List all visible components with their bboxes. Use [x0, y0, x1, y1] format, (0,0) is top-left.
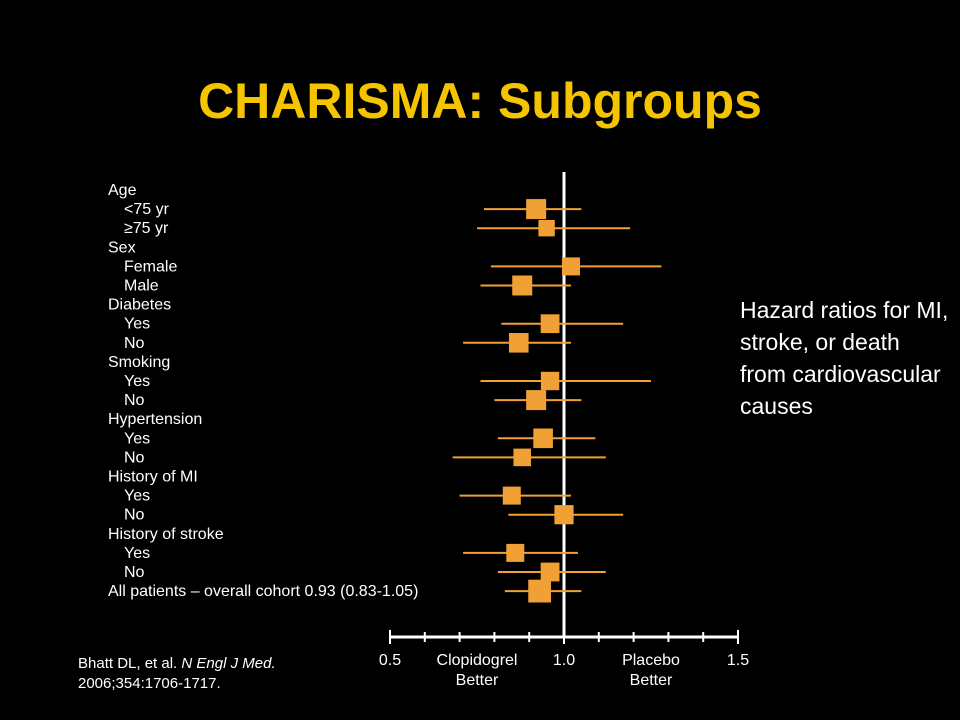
hr-marker	[513, 448, 532, 467]
row-label: Smoking	[108, 354, 170, 371]
slide-title: CHARISMA: Subgroups	[198, 73, 762, 129]
hr-marker	[508, 333, 529, 353]
row-label: Yes	[124, 373, 150, 390]
row-label: Yes	[124, 430, 150, 447]
hr-marker	[554, 505, 574, 525]
citation: Bhatt DL, et al. N Engl J Med. 2006;354:…	[78, 654, 276, 694]
hr-marker	[526, 390, 547, 411]
x-axis: 0.5 1.0 1.5 Clopidogrel Better Placebo Better	[379, 630, 749, 689]
hr-marker	[528, 579, 552, 603]
hr-marker	[538, 220, 555, 237]
row-label: Male	[124, 278, 159, 295]
subgroup-labels: Age <75 yr ≥75 yr Sex Female Male Diabetes Yes N…	[108, 182, 418, 600]
row-label: Yes	[124, 488, 150, 505]
row-label: No	[124, 392, 145, 409]
row-label: Diabetes	[108, 297, 171, 314]
x-tick-label: 1.0	[553, 652, 575, 669]
row-label: No	[124, 335, 145, 352]
x-tick-label: 0.5	[379, 652, 401, 669]
row-label: <75 yr	[124, 201, 170, 218]
hr-marker	[561, 257, 580, 276]
row-label: Yes	[124, 545, 150, 562]
row-label: History of MI	[108, 469, 198, 486]
hr-marker	[502, 486, 521, 505]
hazard-ratio-note: Hazard ratios for MI, stroke, or death f…	[740, 297, 949, 419]
row-label: No	[124, 449, 145, 466]
hr-marker	[512, 275, 533, 296]
x-tick-label: 1.5	[727, 652, 749, 669]
hr-marker	[540, 371, 560, 391]
citation-journal: N Engl J Med.	[181, 655, 276, 672]
citation-authors: Bhatt DL, et al.	[78, 655, 178, 672]
hazard-ratio-marks	[452, 172, 662, 636]
row-label: Age	[108, 182, 137, 199]
x-sublabel: Clopidogrel Better	[437, 652, 518, 689]
row-label: Yes	[124, 316, 150, 333]
row-label: Sex	[108, 239, 136, 256]
row-label: No	[124, 507, 145, 524]
hr-marker	[540, 562, 560, 582]
citation-ref: 2006;354:1706-1717.	[78, 675, 221, 692]
hr-marker	[540, 314, 560, 334]
row-label: History of stroke	[108, 526, 224, 543]
hr-marker	[506, 543, 525, 562]
hr-marker	[526, 199, 547, 220]
row-label: No	[124, 564, 145, 581]
row-label: All patients – overall cohort 0.93 (0.83…	[108, 583, 418, 600]
row-label: ≥75 yr	[124, 220, 169, 237]
row-label: Hypertension	[108, 411, 202, 428]
x-sublabel: Placebo Better	[622, 652, 680, 689]
hr-marker	[533, 428, 553, 449]
row-label: Female	[124, 258, 177, 275]
